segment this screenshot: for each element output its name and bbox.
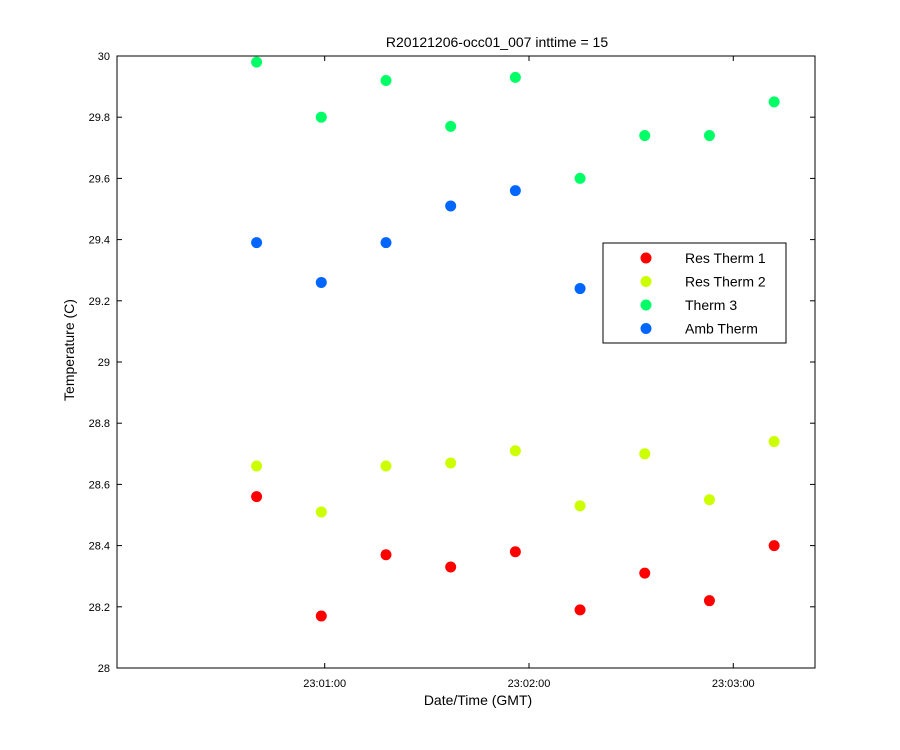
data-point-res-therm-2 — [315, 506, 327, 518]
data-point-res-therm-1 — [509, 546, 521, 558]
data-point-amb-therm — [445, 200, 457, 212]
y-tick-label: 28.6 — [89, 479, 110, 491]
data-point-res-therm-1 — [445, 561, 457, 573]
data-point-res-therm-2 — [703, 494, 715, 506]
y-tick-label: 28.8 — [89, 418, 110, 430]
data-point-amb-therm — [251, 237, 263, 249]
legend-marker — [640, 252, 652, 264]
chart-title: R20121206-occ01_007 inttime = 15 — [386, 34, 608, 50]
data-point-res-therm-1 — [251, 491, 263, 503]
data-point-amb-therm — [380, 237, 392, 249]
y-tick-label: 29.6 — [89, 173, 110, 185]
data-point-therm-3 — [574, 172, 586, 184]
y-axis-title: Temperature (C) — [61, 299, 77, 401]
y-tick-label: 30 — [98, 51, 110, 63]
x-tick-label: 23:02:00 — [508, 678, 551, 690]
data-point-res-therm-1 — [574, 604, 586, 616]
data-point-res-therm-1 — [768, 540, 780, 552]
legend-label: Res Therm 2 — [685, 274, 766, 290]
data-point-res-therm-1 — [703, 595, 715, 607]
data-point-res-therm-2 — [251, 460, 263, 472]
plot-area — [116, 55, 816, 669]
data-points — [251, 56, 780, 622]
legend-marker — [640, 299, 652, 311]
data-point-therm-3 — [768, 96, 780, 108]
data-point-therm-3 — [639, 130, 651, 142]
legend-label: Amb Therm — [685, 321, 758, 337]
legend-marker — [640, 276, 652, 287]
data-point-therm-3 — [251, 56, 263, 68]
data-point-amb-therm — [315, 276, 327, 288]
y-tick-label: 28.2 — [89, 602, 110, 614]
x-axis: 23:01:00 23:02:00 23:03:00 — [303, 56, 755, 690]
data-point-res-therm-2 — [509, 445, 521, 457]
data-point-therm-3 — [445, 120, 457, 132]
x-tick-label: 23:03:00 — [712, 678, 755, 690]
y-tick-label: 29.8 — [89, 112, 110, 124]
data-point-therm-3 — [380, 74, 392, 86]
legend: Res Therm 1 Res Therm 2 Therm 3 Amb Therm — [602, 242, 787, 344]
data-point-res-therm-2 — [380, 460, 392, 472]
data-point-therm-3 — [509, 71, 521, 83]
legend-label: Therm 3 — [685, 297, 737, 313]
data-point-res-therm-2 — [445, 457, 457, 469]
y-tick-label: 28.4 — [89, 541, 110, 553]
data-point-amb-therm — [509, 185, 521, 197]
data-point-res-therm-1 — [639, 567, 651, 579]
legend-label: Res Therm 1 — [685, 250, 766, 266]
x-tick-label: 23:01:00 — [303, 678, 346, 690]
data-point-amb-therm — [574, 283, 586, 295]
data-point-res-therm-2 — [768, 436, 780, 448]
y-tick-label: 29 — [98, 357, 110, 369]
legend-marker — [640, 323, 652, 334]
y-axis: 28 28.2 28.4 28.6 28.8 29 29.2 29.4 29.6 29.8 30 — [89, 51, 815, 675]
y-tick-label: 28 — [98, 663, 110, 675]
y-tick-label: 29.4 — [89, 235, 110, 247]
y-tick-label: 29.2 — [89, 296, 110, 308]
data-point-res-therm-1 — [315, 610, 327, 622]
legend-box — [602, 242, 787, 344]
data-point-res-therm-2 — [639, 448, 651, 460]
data-point-res-therm-2 — [574, 500, 586, 512]
data-point-therm-3 — [315, 111, 327, 123]
x-axis-title: Date/Time (GMT) — [424, 692, 532, 708]
data-point-res-therm-1 — [380, 549, 392, 561]
data-point-therm-3 — [703, 130, 715, 142]
